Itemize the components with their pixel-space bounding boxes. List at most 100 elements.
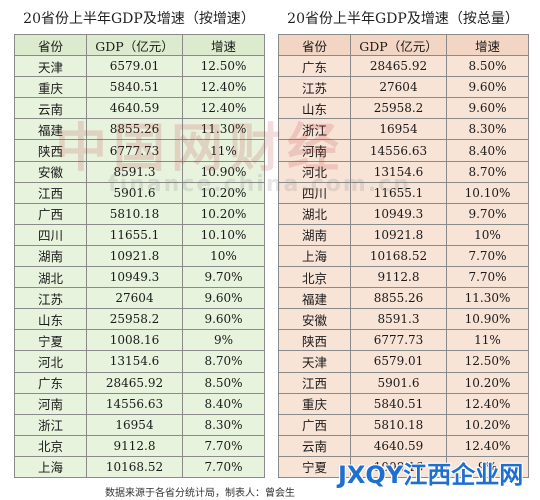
growth-cell: 12.50% bbox=[446, 350, 529, 373]
growth-cell: 12.40% bbox=[182, 76, 265, 99]
table-row: 福建 8855.26 11.30% bbox=[14, 118, 265, 141]
province-cell: 北京 bbox=[278, 266, 351, 289]
growth-cell: 8.50% bbox=[182, 371, 265, 394]
growth-cell: 10.20% bbox=[446, 413, 529, 436]
right-panel: 20省份上半年GDP及增速（按总量） 省份 GDP（亿元） 增速 广东 28465.92… bbox=[278, 4, 529, 478]
gdp-cell: 5840.51 bbox=[86, 76, 183, 99]
gdp-cell: 27604 bbox=[350, 76, 447, 99]
column-header: 省份 bbox=[278, 33, 351, 57]
gdp-cell: 5901.6 bbox=[86, 181, 183, 204]
province-cell: 湖南 bbox=[14, 244, 87, 268]
province-cell: 浙江 bbox=[278, 118, 351, 141]
table-row: 上海 10168.52 7.70% bbox=[14, 455, 265, 478]
growth-cell: 7.70% bbox=[182, 434, 265, 457]
growth-cell: 12.40% bbox=[182, 97, 265, 120]
table-row: 重庆 5840.51 12.40% bbox=[278, 392, 529, 415]
province-cell: 江苏 bbox=[14, 287, 87, 310]
table-row: 安徽 8591.3 10.90% bbox=[14, 160, 265, 183]
province-cell: 天津 bbox=[14, 55, 87, 78]
table-row: 四川 11655.1 10.10% bbox=[14, 223, 265, 246]
table-row: 河南 14556.63 8.40% bbox=[14, 392, 265, 415]
gdp-cell: 6777.73 bbox=[350, 329, 447, 352]
growth-cell: 9% bbox=[446, 455, 529, 478]
province-cell: 宁夏 bbox=[14, 329, 87, 352]
gdp-cell: 5810.18 bbox=[86, 202, 183, 225]
province-cell: 重庆 bbox=[278, 392, 351, 415]
growth-cell: 7.70% bbox=[446, 266, 529, 289]
table-header-row: 省份 GDP（亿元） 增速 bbox=[14, 33, 265, 57]
gdp-cell: 27604 bbox=[86, 287, 183, 310]
table-row: 湖南 10921.8 10% bbox=[278, 223, 529, 246]
source-note: 数据来源于各省分统计局，制表人：曾会生 bbox=[105, 488, 295, 499]
province-cell: 江西 bbox=[278, 371, 351, 394]
province-cell: 河北 bbox=[278, 160, 351, 183]
growth-cell: 8.30% bbox=[446, 118, 529, 141]
growth-cell: 10.20% bbox=[182, 181, 265, 204]
gdp-cell: 6579.01 bbox=[350, 350, 447, 373]
table-row: 云南 4640.59 12.40% bbox=[278, 434, 529, 457]
table-row: 云南 4640.59 12.40% bbox=[14, 97, 265, 120]
table-row: 江西 5901.6 10.20% bbox=[278, 371, 529, 394]
growth-cell: 11.30% bbox=[182, 118, 265, 141]
growth-cell: 9.60% bbox=[182, 287, 265, 310]
table-row: 天津 6579.01 12.50% bbox=[14, 55, 265, 78]
gdp-cell: 8855.26 bbox=[86, 118, 183, 141]
province-cell: 江苏 bbox=[278, 76, 351, 99]
table-row: 宁夏 1008.16 9% bbox=[278, 455, 529, 478]
province-cell: 福建 bbox=[14, 118, 87, 141]
growth-cell: 9.60% bbox=[446, 97, 529, 120]
table-row: 上海 10168.52 7.70% bbox=[278, 244, 529, 268]
table-row: 宁夏 1008.16 9% bbox=[14, 329, 265, 352]
table-row: 北京 9112.8 7.70% bbox=[14, 434, 265, 457]
gdp-cell: 25958.2 bbox=[86, 308, 183, 331]
gdp-cell: 28465.92 bbox=[350, 55, 447, 78]
left-gdp-table: 省份 GDP（亿元） 增速 天津 6579.01 12.50% 重庆 5840.51 12.40… bbox=[14, 33, 265, 478]
growth-cell: 7.70% bbox=[446, 244, 529, 268]
growth-cell: 12.40% bbox=[446, 392, 529, 415]
table-row: 江苏 27604 9.60% bbox=[278, 76, 529, 99]
growth-cell: 9.60% bbox=[446, 76, 529, 99]
table-row: 湖北 10949.3 9.70% bbox=[278, 202, 529, 225]
gdp-cell: 1008.16 bbox=[350, 455, 447, 478]
growth-cell: 8.40% bbox=[182, 392, 265, 415]
table-row: 四川 11655.1 10.10% bbox=[278, 181, 529, 204]
table-row: 安徽 8591.3 10.90% bbox=[278, 308, 529, 331]
gdp-cell: 10921.8 bbox=[86, 244, 183, 268]
province-cell: 福建 bbox=[278, 287, 351, 310]
province-cell: 湖北 bbox=[14, 266, 87, 289]
province-cell: 宁夏 bbox=[278, 455, 351, 478]
table-row: 陕西 6777.73 11% bbox=[278, 329, 529, 352]
table-header-row: 省份 GDP（亿元） 增速 bbox=[278, 33, 529, 57]
table-row: 北京 9112.8 7.70% bbox=[278, 266, 529, 289]
table-row: 河北 13154.6 8.70% bbox=[14, 350, 265, 373]
table-row: 江苏 27604 9.60% bbox=[14, 287, 265, 310]
table-row: 福建 8855.26 11.30% bbox=[278, 287, 529, 310]
gdp-cell: 5810.18 bbox=[350, 413, 447, 436]
column-header: 增速 bbox=[182, 33, 265, 57]
gdp-cell: 13154.6 bbox=[86, 350, 183, 373]
table-row: 广西 5810.18 10.20% bbox=[278, 413, 529, 436]
province-cell: 河南 bbox=[14, 392, 87, 415]
gdp-cell: 14556.63 bbox=[86, 392, 183, 415]
growth-cell: 10.10% bbox=[182, 223, 265, 246]
growth-cell: 8.50% bbox=[446, 55, 529, 78]
province-cell: 上海 bbox=[278, 244, 351, 268]
right-gdp-table: 省份 GDP（亿元） 增速 广东 28465.92 8.50% 江苏 27604 9.60% 山东… bbox=[278, 33, 529, 478]
province-cell: 广西 bbox=[14, 202, 87, 225]
gdp-cell: 9112.8 bbox=[86, 434, 183, 457]
left-table-title: 20省份上半年GDP及增速（按增速） bbox=[23, 11, 255, 27]
gdp-cell: 10949.3 bbox=[86, 266, 183, 289]
growth-cell: 7.70% bbox=[182, 455, 265, 478]
gdp-cell: 4640.59 bbox=[86, 97, 183, 120]
growth-cell: 8.70% bbox=[446, 160, 529, 183]
table-row: 广东 28465.92 8.50% bbox=[278, 55, 529, 78]
growth-cell: 10% bbox=[182, 244, 265, 268]
gdp-cell: 10168.52 bbox=[86, 455, 183, 478]
gdp-cell: 5840.51 bbox=[350, 392, 447, 415]
gdp-cell: 9112.8 bbox=[350, 266, 447, 289]
province-cell: 安徽 bbox=[14, 160, 87, 183]
growth-cell: 10.10% bbox=[446, 181, 529, 204]
table-row: 河北 13154.6 8.70% bbox=[278, 160, 529, 183]
table-row: 广东 28465.92 8.50% bbox=[14, 371, 265, 394]
province-cell: 重庆 bbox=[14, 76, 87, 99]
